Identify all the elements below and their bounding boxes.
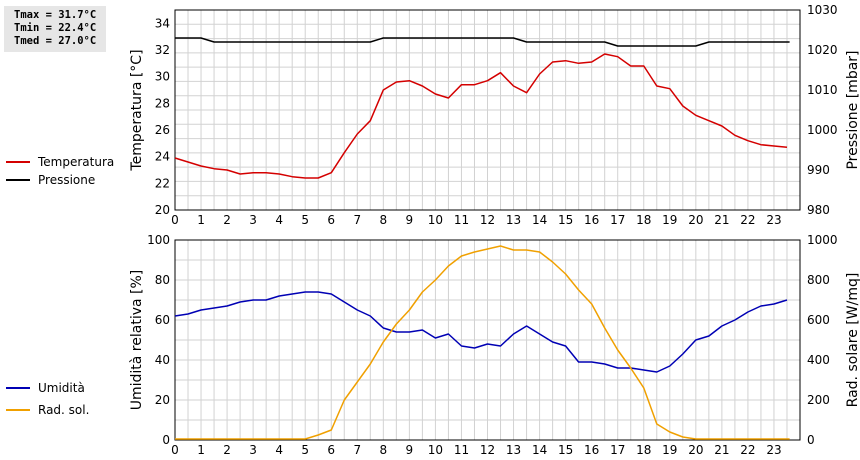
legend-label: Temperatura — [37, 155, 114, 169]
y2-tick-label: 1020 — [807, 43, 838, 57]
y-tick-label: 26 — [155, 123, 170, 137]
y2-tick-label: 0 — [807, 433, 815, 447]
x-tick-label: 7 — [353, 213, 361, 227]
y2-tick-label: 990 — [807, 163, 830, 177]
x-tick-label: 6 — [327, 213, 335, 227]
x-tick-label: 17 — [610, 443, 625, 457]
y2-tick-label: 400 — [807, 353, 830, 367]
x-tick-label: 11 — [454, 443, 469, 457]
x-tick-label: 0 — [171, 443, 179, 457]
legend-label: Pressione — [38, 173, 95, 187]
y2-tick-label: 1000 — [807, 123, 838, 137]
x-tick-label: 15 — [558, 443, 573, 457]
y-tick-label: 32 — [155, 43, 170, 57]
x-tick-label: 23 — [766, 213, 781, 227]
y-tick-label: 34 — [155, 16, 170, 30]
y-tick-label: 22 — [155, 176, 170, 190]
x-tick-label: 16 — [584, 213, 599, 227]
tmax-readout: Tmax = 31.7°C — [14, 9, 97, 21]
stats-box: Tmax = 31.7°C Tmin = 22.4°C Tmed = 27.0°… — [4, 6, 106, 52]
legend-label: Rad. sol. — [38, 403, 89, 417]
y2-tick-label: 600 — [807, 313, 830, 327]
y-axis-label: Temperatura [°C] — [129, 49, 145, 171]
y-tick-label: 80 — [155, 273, 170, 287]
y2-tick-label: 1030 — [807, 3, 838, 17]
legend-label: Umidità — [38, 381, 85, 395]
y2-axis-label: Pressione [mbar] — [845, 50, 860, 169]
x-tick-label: 19 — [662, 443, 677, 457]
x-tick-label: 22 — [740, 443, 755, 457]
x-tick-label: 21 — [714, 213, 729, 227]
y-tick-label: 24 — [155, 150, 170, 164]
tmin-readout: Tmin = 22.4°C — [14, 22, 97, 34]
x-tick-label: 8 — [380, 443, 388, 457]
x-tick-label: 14 — [532, 443, 547, 457]
y-axis-label: Umidità relativa [%] — [129, 270, 145, 411]
x-tick-label: 10 — [428, 443, 443, 457]
x-tick-label: 2 — [223, 443, 231, 457]
x-tick-label: 3 — [249, 443, 257, 457]
x-tick-label: 9 — [406, 443, 414, 457]
x-tick-label: 12 — [480, 213, 495, 227]
y2-tick-label: 800 — [807, 273, 830, 287]
x-tick-label: 9 — [406, 213, 414, 227]
x-tick-label: 18 — [636, 213, 651, 227]
x-tick-label: 4 — [275, 443, 283, 457]
x-tick-label: 0 — [171, 213, 179, 227]
series-line-1 — [175, 37, 790, 47]
plot-frame — [174, 9, 801, 211]
x-tick-label: 11 — [454, 213, 469, 227]
x-tick-label: 3 — [249, 213, 257, 227]
y-tick-label: 40 — [155, 353, 170, 367]
y-tick-label: 100 — [147, 233, 170, 247]
y2-tick-label: 1010 — [807, 83, 838, 97]
x-tick-label: 16 — [584, 443, 599, 457]
y-tick-label: 30 — [155, 70, 170, 84]
x-tick-label: 8 — [380, 213, 388, 227]
y2-tick-label: 200 — [807, 393, 830, 407]
x-tick-label: 20 — [688, 213, 703, 227]
series-line-3 — [175, 245, 790, 440]
y2-tick-label: 1000 — [807, 233, 838, 247]
tmed-readout: Tmed = 27.0°C — [14, 35, 97, 47]
x-tick-label: 4 — [275, 213, 283, 227]
y-tick-label: 20 — [155, 393, 170, 407]
x-tick-label: 2 — [223, 213, 231, 227]
x-tick-label: 19 — [662, 213, 677, 227]
x-tick-label: 1 — [197, 213, 205, 227]
x-tick-label: 23 — [766, 443, 781, 457]
plot-frame — [174, 239, 801, 441]
x-tick-label: 6 — [327, 443, 335, 457]
x-tick-label: 10 — [428, 213, 443, 227]
x-tick-label: 17 — [610, 213, 625, 227]
x-tick-label: 22 — [740, 213, 755, 227]
x-tick-label: 14 — [532, 213, 547, 227]
x-tick-label: 20 — [688, 443, 703, 457]
x-tick-label: 13 — [506, 443, 521, 457]
x-tick-label: 21 — [714, 443, 729, 457]
x-tick-label: 5 — [301, 213, 309, 227]
y2-tick-label: 980 — [807, 203, 830, 217]
x-tick-label: 13 — [506, 213, 521, 227]
x-tick-label: 7 — [353, 443, 361, 457]
y-tick-label: 28 — [155, 96, 170, 110]
y-tick-label: 20 — [155, 203, 170, 217]
y-tick-label: 60 — [155, 313, 170, 327]
x-tick-label: 12 — [480, 443, 495, 457]
x-tick-label: 15 — [558, 213, 573, 227]
x-tick-label: 18 — [636, 443, 651, 457]
x-tick-label: 1 — [197, 443, 205, 457]
y-tick-label: 0 — [162, 433, 170, 447]
y2-axis-label: Rad. solare [W/mq] — [845, 273, 860, 408]
series-line-2 — [174, 291, 788, 373]
series-line-0 — [174, 53, 788, 179]
x-tick-label: 5 — [301, 443, 309, 457]
